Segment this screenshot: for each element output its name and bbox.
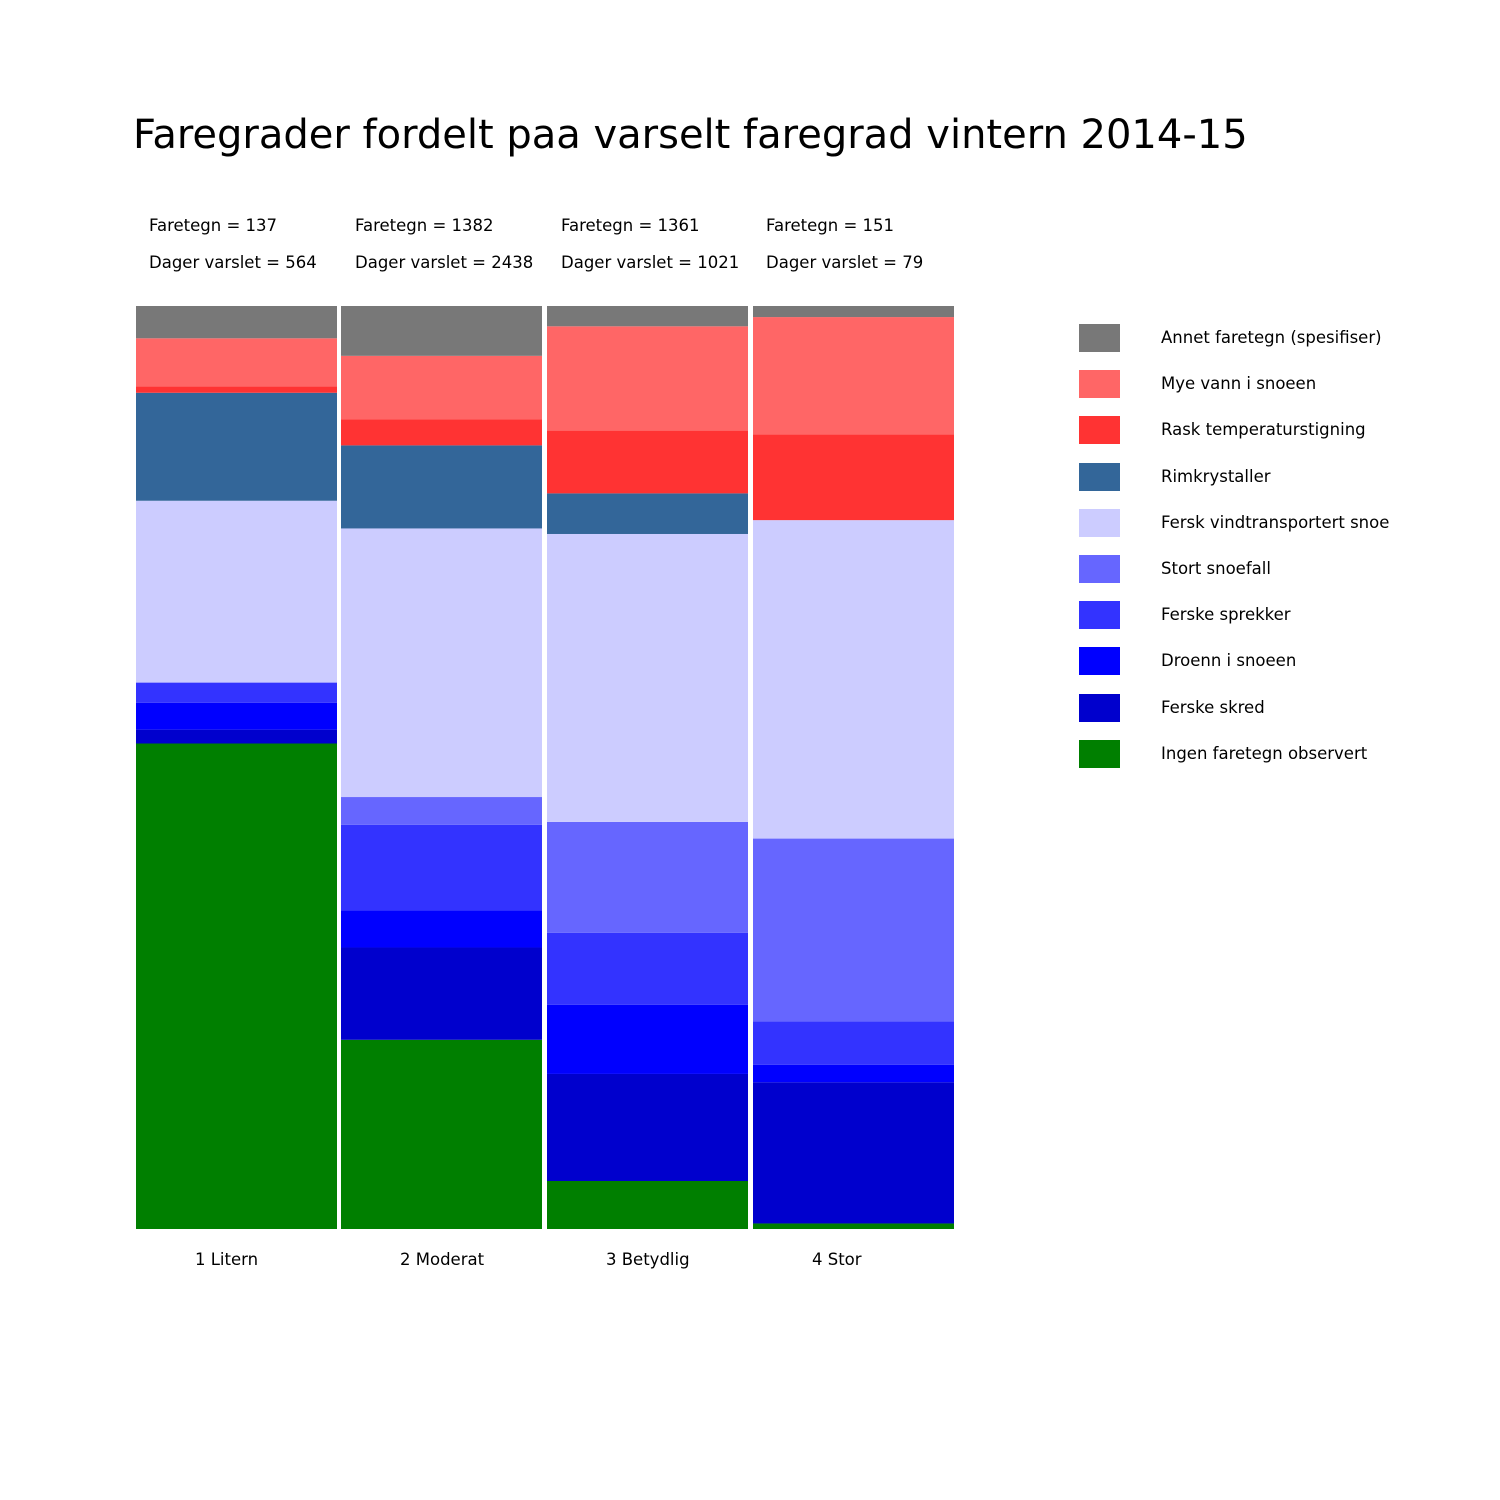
- bar-segment-1-6: [136, 500, 337, 683]
- bar-segment-3-9: [547, 326, 748, 431]
- legend-label: Rimkrystaller: [1161, 466, 1271, 486]
- category-label-2: 2 Moderat: [400, 1250, 485, 1269]
- bar-segment-1-8: [136, 386, 337, 393]
- bar-segment-2-10: [341, 306, 542, 356]
- category-label-3: 3 Betydlig: [606, 1250, 690, 1269]
- bar-segment-3-5: [547, 821, 748, 933]
- bar-segment-1-10: [136, 306, 337, 339]
- bar-segment-4-9: [753, 317, 954, 435]
- bar-segment-4-8: [753, 434, 954, 521]
- legend-label: Ferske skred: [1161, 697, 1265, 717]
- bar-segment-2-2: [341, 947, 542, 1040]
- bar-segment-2-7: [341, 445, 542, 529]
- bar-segment-2-9: [341, 355, 542, 420]
- bar-segment-3-2: [547, 1073, 748, 1182]
- bar-segment-3-3: [547, 1004, 748, 1074]
- dager-annotation-4: Dager varslet = 79: [766, 253, 924, 272]
- dager-annotation-3: Dager varslet = 1021: [561, 253, 740, 272]
- bar-segment-2-4: [341, 824, 542, 911]
- bar-segment-3-7: [547, 493, 748, 534]
- legend-swatch: [1079, 324, 1120, 352]
- bar-segment-3-8: [547, 430, 748, 494]
- bar-segment-4-3: [753, 1064, 954, 1083]
- bar-segment-4-5: [753, 838, 954, 1022]
- legend-label: Ingen faretegn observert: [1161, 743, 1368, 763]
- bar-segment-1-2: [136, 729, 337, 744]
- faretegn-annotation-4: Faretegn = 151: [766, 216, 895, 235]
- bar-segment-1-9: [136, 338, 337, 387]
- legend-swatch: [1079, 555, 1120, 583]
- legend-swatch: [1079, 416, 1120, 445]
- bar-segment-1-4: [136, 682, 337, 703]
- bar-segment-4-1: [753, 1223, 954, 1229]
- faretegn-annotation-3: Faretegn = 1361: [561, 216, 700, 235]
- bar-segment-4-6: [753, 520, 954, 839]
- bar-segment-2-6: [341, 528, 542, 798]
- bar-segment-2-3: [341, 910, 542, 948]
- category-label-4: 4 Stor: [812, 1250, 862, 1269]
- bar-segment-2-8: [341, 419, 542, 446]
- bar-segment-1-3: [136, 702, 337, 730]
- bar-segment-3-4: [547, 932, 748, 1005]
- legend-swatch: [1079, 370, 1120, 399]
- legend-label: Annet faretegn (spesifiser): [1161, 328, 1382, 347]
- bar-segment-4-2: [753, 1082, 954, 1224]
- bar-segment-3-10: [547, 306, 748, 327]
- bar-segment-2-5: [341, 797, 542, 825]
- bar-segment-4-10: [753, 306, 954, 318]
- faretegn-annotation-1: Faretegn = 137: [149, 216, 278, 235]
- bar-segment-3-6: [547, 533, 748, 822]
- category-label-1: 1 Litern: [195, 1250, 259, 1269]
- legend-swatch: [1079, 508, 1120, 537]
- bar-segment-4-4: [753, 1021, 954, 1065]
- legend-swatch: [1079, 739, 1120, 768]
- legend-label: Rask temperaturstigning: [1161, 420, 1366, 440]
- chart-title: Faregrader fordelt paa varselt faregrad …: [133, 112, 1248, 158]
- legend-label: Mye vann i snoeen: [1161, 374, 1317, 394]
- dager-annotation-2: Dager varslet = 2438: [355, 253, 534, 272]
- legend-label: Droenn i snoeen: [1161, 651, 1297, 671]
- legend-swatch: [1079, 601, 1120, 630]
- bar-segment-1-1: [136, 743, 337, 1229]
- bar-segment-1-7: [136, 392, 337, 501]
- legend-label: Stort snoefall: [1161, 559, 1271, 578]
- legend-label: Fersk vindtransportert snoe: [1161, 512, 1390, 532]
- legend-swatch: [1079, 462, 1120, 491]
- legend-swatch: [1079, 693, 1120, 722]
- bar-segment-2-1: [341, 1039, 542, 1229]
- dager-annotation-1: Dager varslet = 564: [149, 253, 317, 272]
- legend-swatch: [1079, 647, 1120, 676]
- bar-segment-3-1: [547, 1181, 748, 1229]
- legend-label: Ferske sprekker: [1161, 605, 1291, 625]
- faretegn-annotation-2: Faretegn = 1382: [355, 216, 494, 235]
